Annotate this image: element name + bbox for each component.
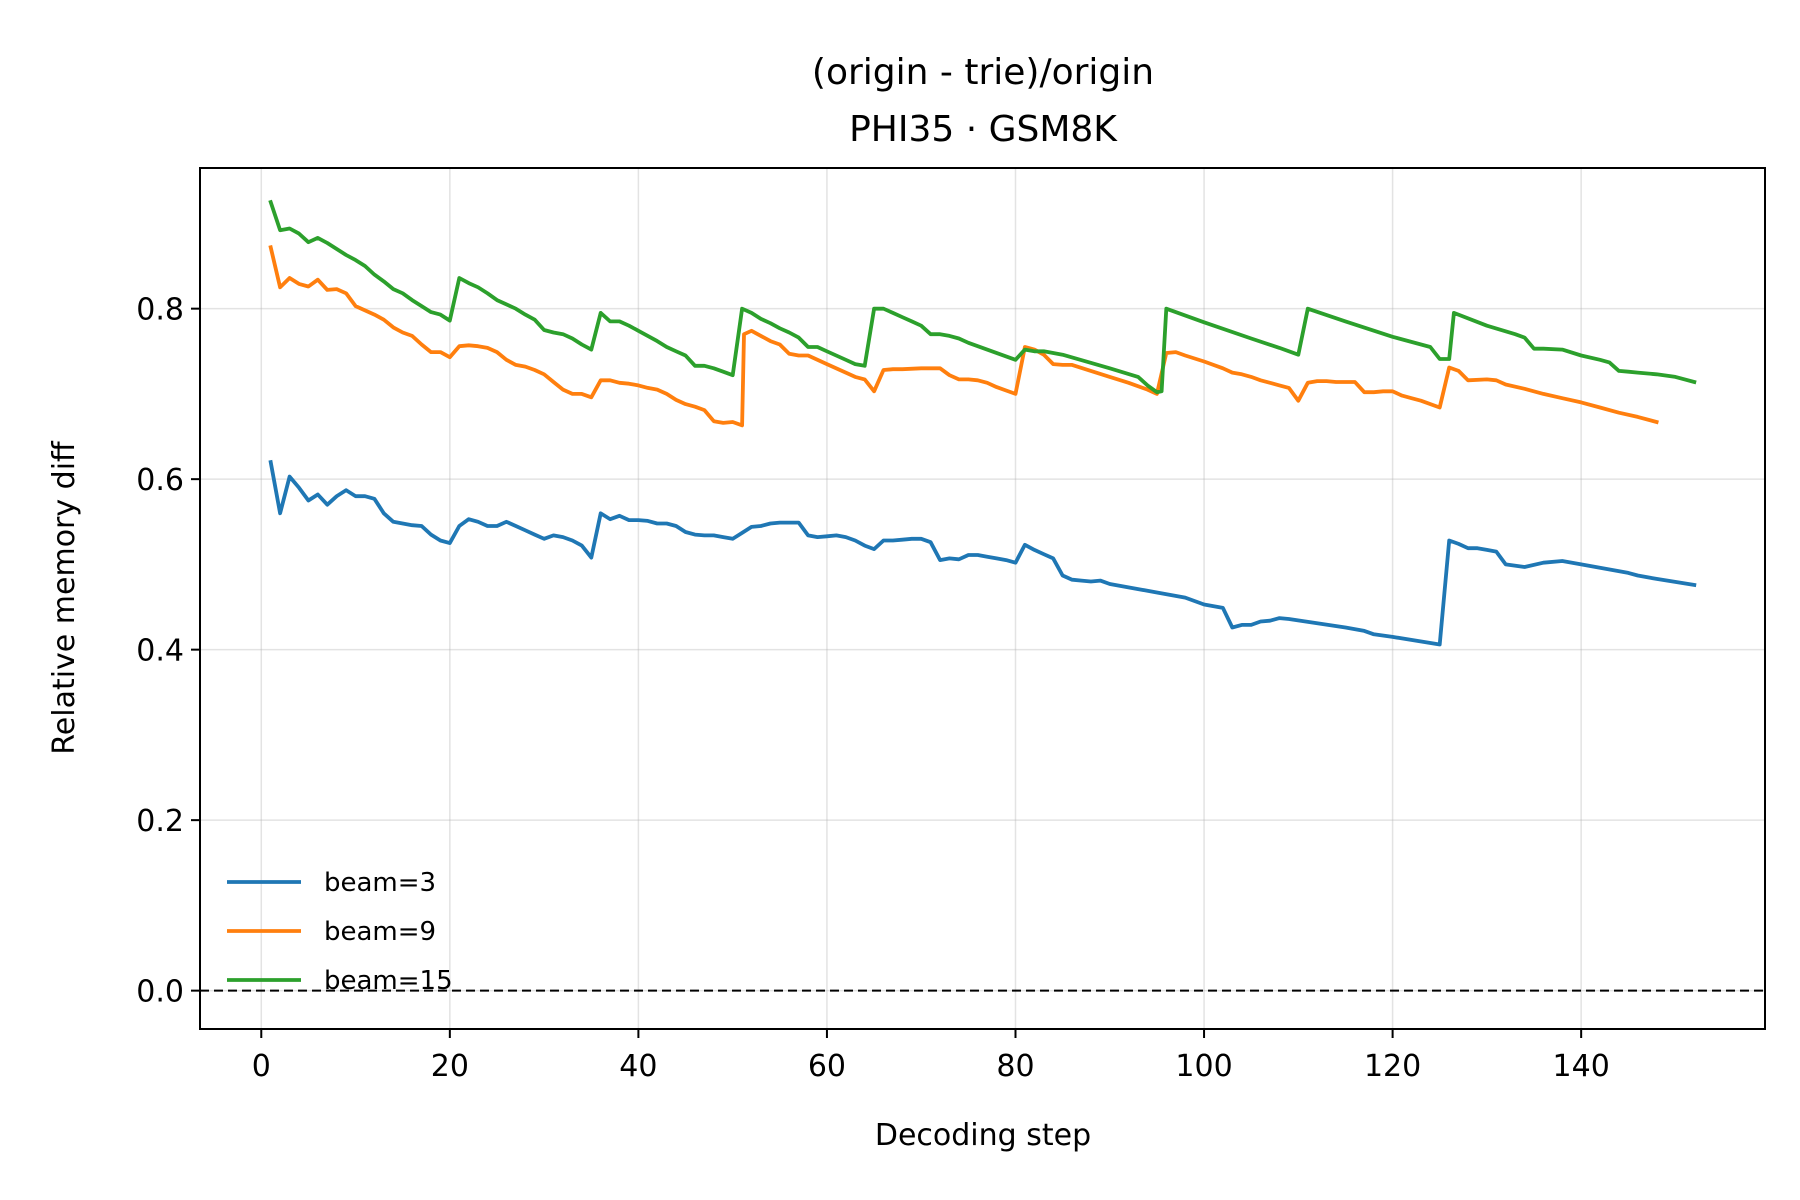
- x-axis-ticks: 0 20 40 60 80 100 120 140: [252, 1029, 1610, 1084]
- x-tick-label: 80: [996, 1049, 1034, 1084]
- x-axis-label: Decoding step: [875, 1118, 1091, 1153]
- x-tick-label: 100: [1175, 1049, 1232, 1084]
- x-tick-label: 140: [1553, 1049, 1610, 1084]
- series-line-beam-9: [268, 245, 1659, 428]
- legend-label: beam=15: [324, 966, 453, 996]
- chart-subtitle: PHI35 · GSM8K: [849, 109, 1118, 150]
- series-line-beam-3: [268, 459, 1697, 647]
- y-tick-label: 0.8: [136, 293, 184, 328]
- x-tick-label: 20: [431, 1049, 469, 1084]
- y-tick-label: 0.0: [136, 975, 184, 1010]
- legend: beam=3 beam=9 beam=15: [227, 868, 453, 996]
- x-tick-label: 0: [252, 1049, 271, 1084]
- x-tick-label: 120: [1364, 1049, 1421, 1084]
- y-tick-label: 0.4: [136, 634, 184, 669]
- y-tick-label: 0.6: [136, 463, 184, 498]
- plot-area-frame: [199, 167, 1766, 1030]
- legend-label: beam=9: [324, 917, 436, 947]
- x-tick-label: 40: [619, 1049, 657, 1084]
- gridlines: [200, 168, 1765, 1029]
- legend-label: beam=3: [324, 868, 436, 898]
- chart-title: (origin - trie)/origin: [812, 52, 1154, 93]
- series-line-beam-15: [268, 199, 1697, 395]
- data-series: [268, 199, 1697, 647]
- y-tick-label: 0.2: [136, 804, 184, 839]
- x-tick-label: 60: [808, 1049, 846, 1084]
- y-axis-label: Relative memory diff: [47, 440, 82, 755]
- y-axis-ticks: 0.0 0.2 0.4 0.6 0.8: [136, 293, 200, 1010]
